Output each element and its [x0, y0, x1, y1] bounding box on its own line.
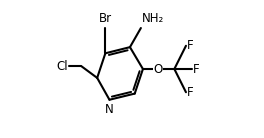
Text: O: O [153, 63, 163, 75]
Text: N: N [105, 103, 114, 116]
Text: F: F [187, 39, 194, 52]
Text: F: F [193, 63, 200, 75]
Text: Br: Br [99, 12, 112, 25]
Text: Cl: Cl [57, 60, 68, 73]
Text: NH₂: NH₂ [142, 12, 164, 25]
Text: F: F [187, 86, 194, 99]
